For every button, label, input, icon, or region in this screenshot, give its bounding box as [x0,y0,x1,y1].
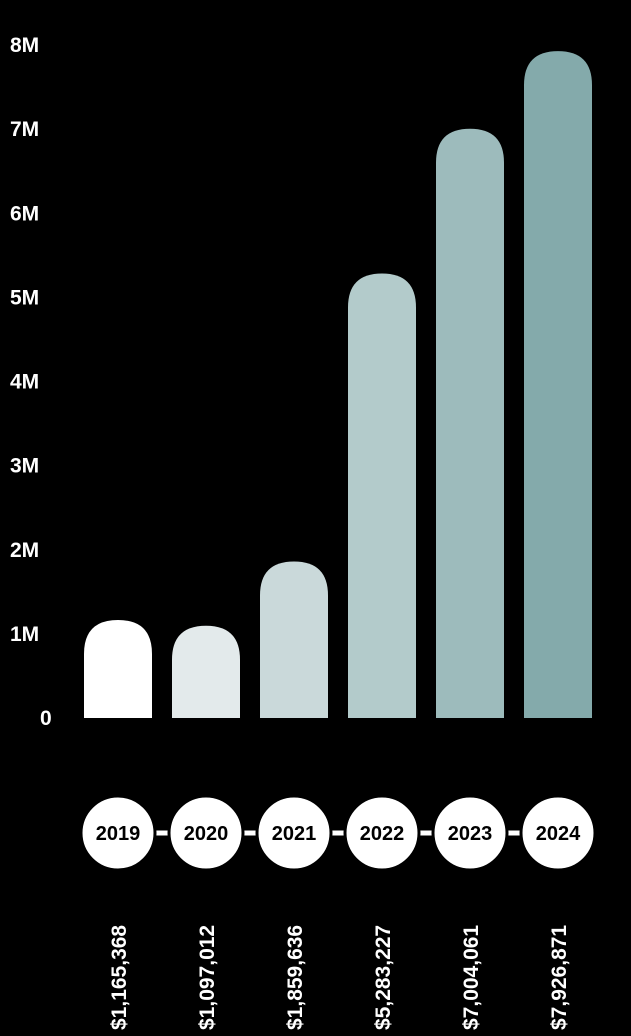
bar-2024 [524,51,592,718]
data-label: $1,165,368 [108,925,131,1030]
x-tick-label: 2023 [448,823,493,845]
bar-2020 [172,625,240,718]
y-tick-label: 8M [10,34,39,57]
y-tick-label: 6M [10,202,39,225]
data-label: $7,926,871 [548,925,571,1030]
year-circle [79,794,157,872]
y-tick-label: 4M [10,371,39,394]
year-circle [167,794,245,872]
data-label: $1,097,012 [196,925,219,1030]
data-label: $1,859,636 [284,925,307,1030]
year-circle [519,794,597,872]
x-tick-label: 2024 [536,823,581,845]
x-tick-label: 2022 [360,823,405,845]
bars [84,51,592,718]
y-axis: 0 1M 2M 3M 4M 5M 6M 7M 8M [10,34,52,730]
data-label: $7,004,061 [460,925,483,1030]
x-tick-label: 2021 [272,823,317,845]
x-tick-label: 2019 [96,823,141,845]
year-timeline: 2019 2020 2021 2022 2023 2024 [79,794,597,872]
year-circle [343,794,421,872]
data-label: $5,283,227 [372,925,395,1030]
y-tick-label: 3M [10,455,39,478]
value-labels: $1,165,368 $1,097,012 $1,859,636 $5,283,227… [108,925,571,1030]
y-tick-label: 0 [40,707,52,730]
y-tick-label: 5M [10,286,39,309]
bar-2021 [260,561,328,718]
year-circle [431,794,509,872]
bar-2019 [84,619,152,718]
y-tick-label: 2M [10,539,39,562]
year-circle [255,794,333,872]
bar-2022 [348,273,416,718]
y-tick-label: 7M [10,118,39,141]
bar-2023 [436,128,504,718]
x-tick-label: 2020 [184,823,229,845]
y-tick-label: 1M [10,623,39,646]
